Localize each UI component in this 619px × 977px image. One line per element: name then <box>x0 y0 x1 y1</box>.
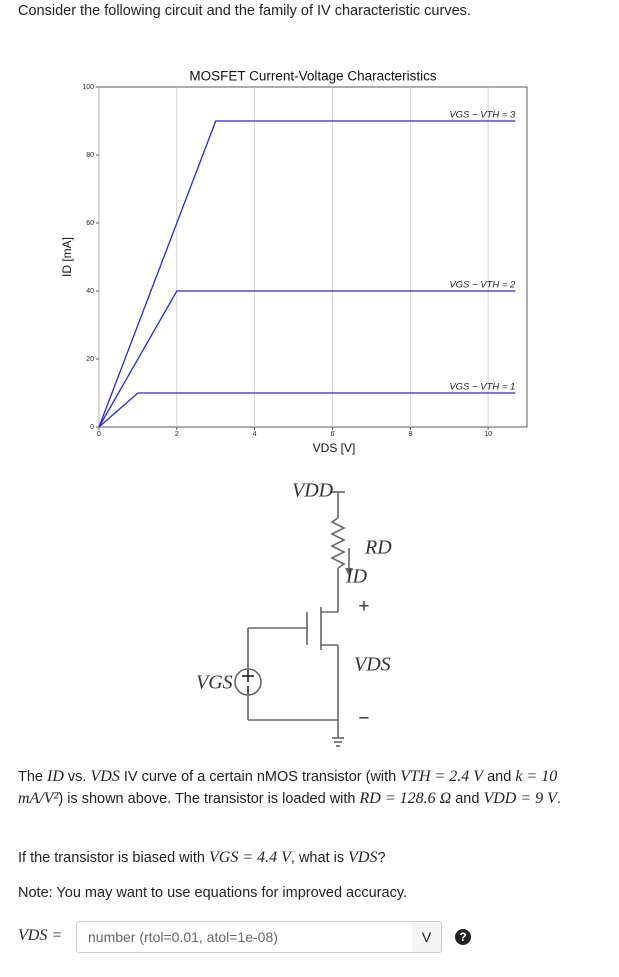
math-text: k = 10 mA/V² <box>18 768 558 807</box>
line-label: VGS − VTH = 1 <box>449 382 515 393</box>
vds-label: VDS <box>354 654 391 676</box>
math-text: VDS <box>90 768 120 785</box>
line-label: VGS − VTH = 3 <box>449 110 516 121</box>
vdd-label: VDD <box>292 480 334 502</box>
answer-input[interactable]: number (rtol=0.01, atol=1e-08) <box>76 921 423 953</box>
math-text: VTH = 2.4 V <box>400 768 484 785</box>
x-tick-label: 6 <box>331 431 335 438</box>
answer-row: VDS = number (rtol=0.01, atol=1e-08) V ? <box>18 921 488 953</box>
figure: MOSFET Current-Voltage Characteristics V… <box>60 69 528 747</box>
series-line <box>98 120 516 428</box>
chart-title: MOSFET Current-Voltage Characteristics <box>189 69 437 84</box>
math-text: VGS = 4.4 V <box>209 849 291 866</box>
text: , what is <box>290 850 349 866</box>
answer-label: VDS = <box>18 927 63 944</box>
paragraph: Note: You may want to use equations for … <box>18 883 603 904</box>
text: and <box>483 769 516 785</box>
series-line <box>98 290 516 428</box>
circuit <box>234 491 353 747</box>
series-line <box>98 392 516 428</box>
line-label: VGS − VTH = 2 <box>449 280 516 291</box>
id-label: ID <box>345 566 368 588</box>
help-button[interactable]: ? <box>455 929 471 945</box>
text: ? <box>377 850 386 866</box>
x-tick-label: 4 <box>253 431 257 438</box>
answer-unit: V <box>412 921 442 953</box>
header-text: Consider the following circuit and the f… <box>18 3 471 19</box>
text: vs. <box>63 769 91 785</box>
y-tick-label: 80 <box>86 152 94 159</box>
vgs-label: VGS <box>196 672 233 694</box>
text: . <box>556 791 561 807</box>
paragraph: If the transistor is biased with VGS = 4… <box>18 847 603 869</box>
resistor <box>330 517 346 569</box>
current-arrowhead <box>345 568 353 576</box>
math-text: ID <box>47 768 64 785</box>
y-axis-label: ID [mA] <box>60 237 74 277</box>
x-tick-label: 0 <box>97 431 101 438</box>
y-tick-label: 40 <box>86 288 94 295</box>
x-tick-label: 8 <box>408 431 412 438</box>
math-text: RD = 128.6 Ω <box>359 790 452 807</box>
y-tick-label: 20 <box>86 356 94 363</box>
text: ) is shown above. The transistor is load… <box>58 791 360 807</box>
y-tick-label: 100 <box>82 84 94 91</box>
rd-label: RD <box>364 537 392 559</box>
text: IV curve of a certain nMOS transistor (w… <box>119 769 401 785</box>
x-axis-label: VDS [V] <box>313 441 356 455</box>
y-tick-label: 0 <box>90 424 94 431</box>
vds-plus: + <box>358 596 369 618</box>
math-text: VDD = 9 V <box>483 790 557 807</box>
x-tick-label: 10 <box>484 431 492 438</box>
text: Note: You may want to use equations for … <box>18 885 408 901</box>
math-text: VDS <box>348 849 378 866</box>
y-tick-label: 60 <box>86 220 94 227</box>
text: and <box>451 791 484 807</box>
text: If the transistor is biased with <box>18 850 209 866</box>
paragraph: The ID vs. VDS IV curve of a certain nMO… <box>18 766 603 810</box>
text: The <box>18 769 48 785</box>
vds-minus: − <box>358 708 369 730</box>
x-tick-label: 2 <box>175 431 179 438</box>
